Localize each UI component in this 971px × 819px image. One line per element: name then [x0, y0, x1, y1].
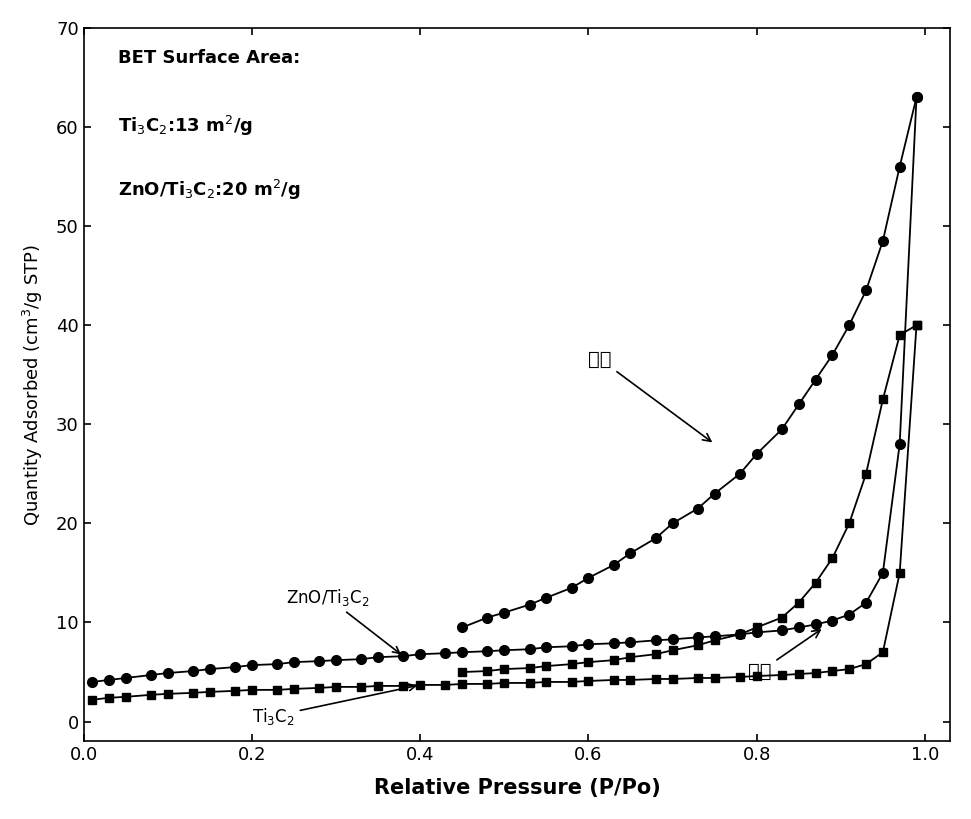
Text: Ti$_3$C$_2$: Ti$_3$C$_2$	[251, 684, 416, 726]
Text: BET Surface Area:: BET Surface Area:	[118, 49, 301, 67]
Text: ZnO/Ti$_3$C$_2$:20 m$^2$/g: ZnO/Ti$_3$C$_2$:20 m$^2$/g	[118, 178, 301, 201]
Text: 脲附: 脲附	[588, 350, 711, 441]
X-axis label: Relative Pressure (P/Po): Relative Pressure (P/Po)	[374, 778, 660, 799]
Text: 吸附: 吸附	[749, 630, 820, 681]
Text: ZnO/Ti$_3$C$_2$: ZnO/Ti$_3$C$_2$	[285, 586, 400, 654]
Text: Ti$_3$C$_2$:13 m$^2$/g: Ti$_3$C$_2$:13 m$^2$/g	[118, 114, 253, 138]
Y-axis label: Quantity Adsorbed (cm$^3$/g STP): Quantity Adsorbed (cm$^3$/g STP)	[20, 244, 45, 526]
